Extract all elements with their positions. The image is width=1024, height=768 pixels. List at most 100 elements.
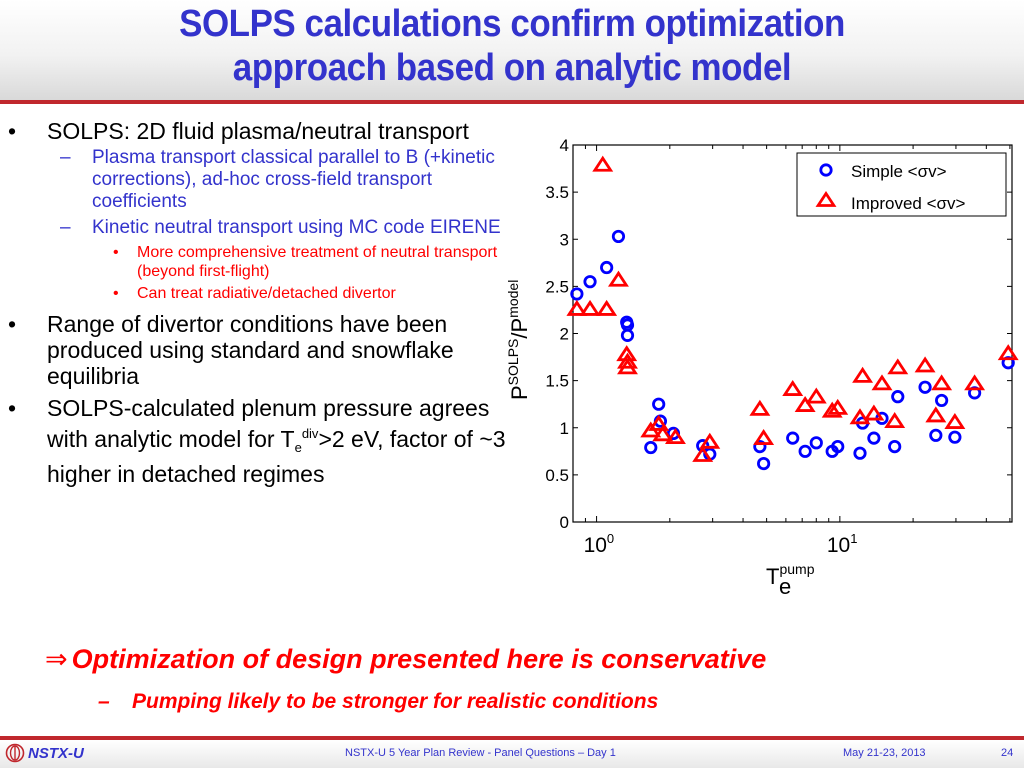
data-point-improved <box>821 401 843 418</box>
nstx-logo: NSTX-U <box>5 743 84 763</box>
bullet-mark: • <box>8 118 17 144</box>
y-tick-label: 3.5 <box>545 183 569 202</box>
y-tick-label: 1.5 <box>545 372 569 391</box>
bullet-item: • Range of divertor conditions have been … <box>0 311 510 389</box>
data-point-improved <box>794 396 816 412</box>
data-point-simple <box>600 260 614 275</box>
sub-bullet-text: Kinetic neutral transport using MC code … <box>92 217 501 238</box>
data-point-improved <box>617 358 638 375</box>
conclusion: ⇒ Optimization of design presented here i… <box>45 644 766 675</box>
data-point-improved <box>997 344 1019 361</box>
data-point-improved <box>592 155 614 172</box>
bullet-item: • SOLPS-calculated plenum pressure agrees… <box>0 395 510 487</box>
bullet-text: SOLPS: 2D fluid plasma/neutral transport <box>47 118 469 144</box>
data-point-simple <box>611 229 626 244</box>
title-line-2: approach based on analytic model <box>232 47 792 89</box>
data-point-improved <box>665 428 686 445</box>
y-tick-label: 1 <box>560 419 569 438</box>
sub-sub-bullet-text: More comprehensive treatment of neutral … <box>137 244 498 280</box>
data-point-improved <box>782 379 804 396</box>
page-number: 24 <box>1001 747 1014 759</box>
bullet-text: Range of divertor conditions have been p… <box>47 311 454 389</box>
footer-divider <box>0 736 1024 740</box>
data-point-improved <box>964 374 986 391</box>
bullet-list: • SOLPS: 2D fluid plasma/neutral transpor… <box>0 118 510 490</box>
data-point-improved <box>925 406 947 423</box>
data-point-improved <box>884 412 906 428</box>
nstx-emblem-icon <box>5 743 25 763</box>
data-point-improved <box>863 404 885 421</box>
data-point-simple <box>620 328 635 342</box>
y-tick-label: 2.5 <box>545 277 569 296</box>
data-point-improved <box>871 374 893 391</box>
bullet-mark: • <box>113 285 119 302</box>
data-point-improved <box>944 412 966 429</box>
x-axis-title-subscript: e <box>779 574 791 599</box>
data-point-simple <box>753 439 767 454</box>
data-point-simple <box>948 430 962 444</box>
data-point-improved <box>607 270 629 287</box>
series-improved <box>566 155 1019 462</box>
y-tick-label: 2 <box>560 325 569 344</box>
footer-event: NSTX-U 5 Year Plan Review - Panel Questi… <box>345 747 616 759</box>
data-point-improved <box>887 358 909 375</box>
footer-date: May 21-23, 2013 <box>843 747 926 759</box>
data-point-simple <box>929 428 943 442</box>
subconclusion-text: Pumping likely to be stronger for realis… <box>132 690 659 713</box>
legend-marker-improved <box>815 190 837 207</box>
legend-marker-simple <box>819 163 833 177</box>
dash-mark: – <box>98 690 110 713</box>
data-point-improved <box>749 399 771 416</box>
implies-arrow-icon: ⇒ <box>45 644 68 674</box>
data-point-improved <box>849 408 871 425</box>
superscript: div <box>301 426 319 441</box>
y-axis-title: PSOLPS/Pmodel <box>505 280 532 400</box>
conclusion-text: Optimization of design presented here is… <box>71 644 767 674</box>
logo-text: NSTX-U <box>28 744 84 762</box>
x-axis-title: Tpump <box>766 561 815 589</box>
dash-mark: – <box>60 147 71 168</box>
data-point-simple <box>867 431 881 445</box>
data-point-improved <box>648 414 670 431</box>
data-point-improved <box>914 356 936 373</box>
sub-bullet-text: Plasma transport classical parallel to B… <box>92 147 495 212</box>
data-point-simple <box>570 287 584 301</box>
data-point-simple <box>798 444 812 458</box>
data-point-improved <box>852 366 874 383</box>
data-point-simple <box>935 393 949 408</box>
data-point-improved <box>596 299 618 316</box>
legend-label-improved: Improved <σv> <box>851 194 966 213</box>
data-point-simple <box>786 431 800 445</box>
y-tick-label: 3 <box>560 230 569 249</box>
y-tick-label: 0 <box>560 513 569 532</box>
data-point-simple <box>652 397 666 411</box>
footer: NSTX-U NSTX-U 5 Year Plan Review - Panel… <box>0 740 1024 768</box>
sub-sub-bullet-item: • More comprehensive treatment of neutral… <box>0 243 510 281</box>
sub-sub-bullet-text: Can treat radiative/detached divertor <box>137 285 396 302</box>
data-point-improved <box>805 387 827 404</box>
data-point-improved <box>652 425 674 442</box>
data-point-improved <box>827 398 849 415</box>
data-point-simple <box>644 440 658 455</box>
data-point-improved <box>931 374 953 391</box>
data-point-simple <box>757 456 771 471</box>
data-point-simple <box>809 436 823 450</box>
sub-sub-bullet-item: • Can treat radiative/detached divertor <box>0 284 510 303</box>
title-line-1: SOLPS calculations confirm optimization <box>179 3 845 45</box>
data-point-improved <box>579 299 601 316</box>
sub-bullet-item: – Kinetic neutral transport using MC code… <box>0 217 510 239</box>
subscript: e <box>294 440 302 455</box>
legend: Simple <σv> Improved <σv> <box>796 152 1007 217</box>
y-tick-label: 0.5 <box>545 466 569 485</box>
subconclusion: – Pumping likely to be stronger for reali… <box>98 690 658 714</box>
bullet-mark: • <box>8 311 17 337</box>
data-point-simple <box>853 446 867 460</box>
bullet-text-part: >2 eV, factor of ~3 higher in detached r… <box>47 426 506 487</box>
data-point-simple <box>831 439 845 454</box>
data-point-improved <box>692 445 714 462</box>
data-point-improved <box>617 352 638 369</box>
legend-label-simple: Simple <σv> <box>851 162 947 181</box>
dash-mark: – <box>60 217 71 238</box>
x-tick-label: 101 <box>827 531 858 557</box>
